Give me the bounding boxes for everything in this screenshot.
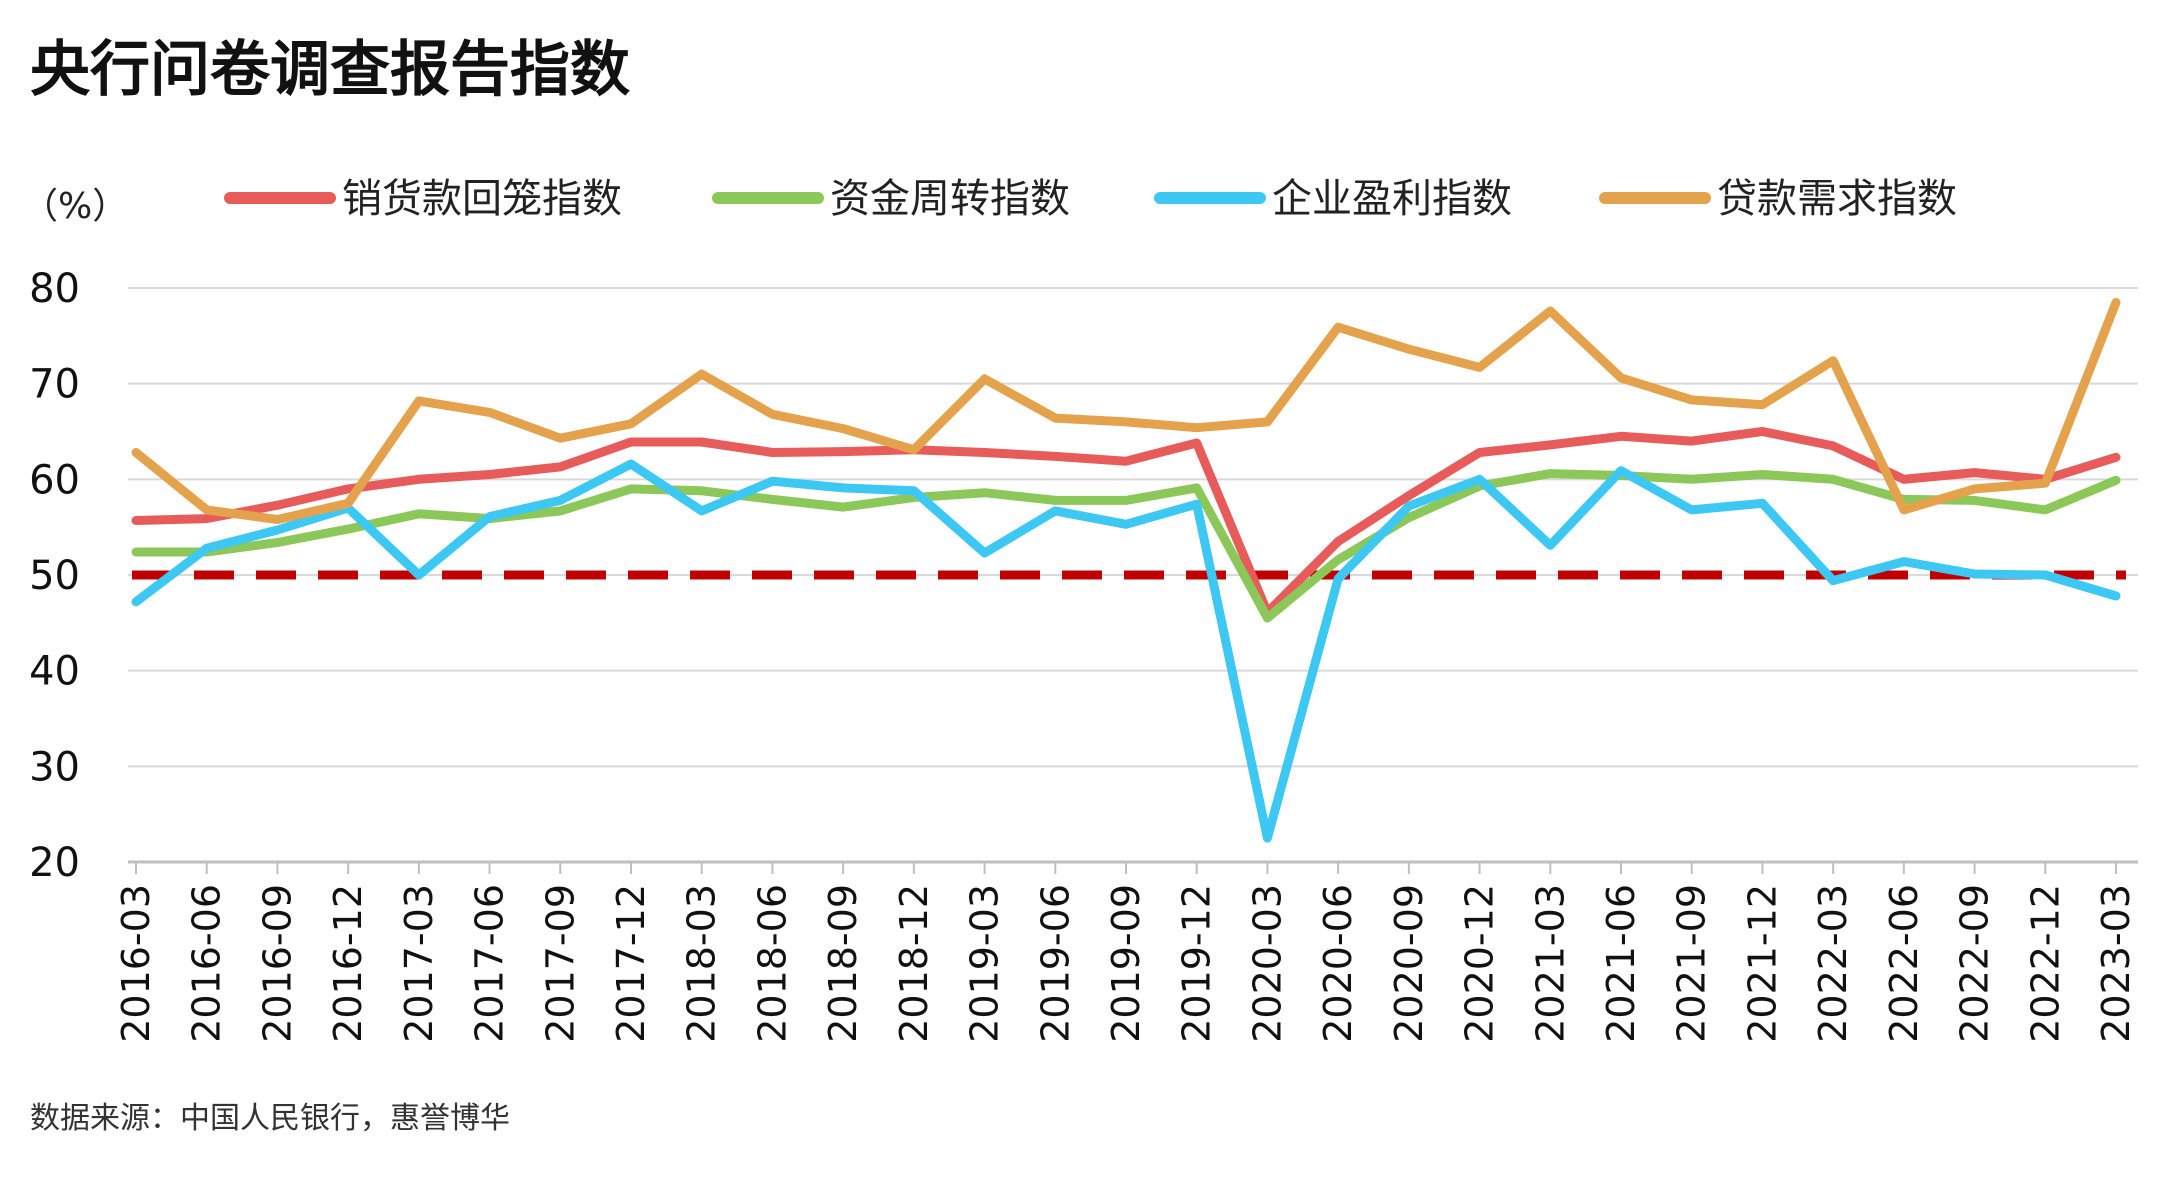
x-tick-label: 2017-06 xyxy=(468,884,512,1043)
x-tick-label: 2018-03 xyxy=(680,884,724,1043)
chart-title: 央行问卷调查报告指数 xyxy=(30,35,630,105)
x-tick-label: 2016-06 xyxy=(185,884,229,1043)
source-note: 数据来源：中国人民银行，惠誉博华 xyxy=(30,1101,510,1136)
x-tick-label: 2020-03 xyxy=(1245,884,1289,1043)
x-tick-label: 2018-09 xyxy=(821,884,865,1043)
y-axis: 20 30 40 50 60 70 80 xyxy=(29,266,80,886)
y-tick-label: 50 xyxy=(29,553,80,599)
legend-label: 企业盈利指数 xyxy=(1272,176,1512,222)
x-tick-label: 2017-12 xyxy=(609,884,653,1043)
x-tick-label: 2022-03 xyxy=(1811,884,1855,1043)
y-tick-label: 80 xyxy=(29,266,80,312)
y-tick-label: 20 xyxy=(29,840,80,886)
x-tick-label: 2017-09 xyxy=(538,884,582,1043)
x-tick-label: 2016-09 xyxy=(255,884,299,1043)
x-tick-label: 2021-09 xyxy=(1670,884,1714,1043)
x-tick-label: 2016-03 xyxy=(114,884,158,1043)
x-tick-label: 2022-12 xyxy=(2023,884,2067,1043)
legend-label: 资金周转指数 xyxy=(830,176,1070,222)
x-tick-label: 2019-09 xyxy=(1104,884,1148,1043)
x-axis: 2016-03 2016-06 2016-09 2016-12 2017-03 2017-… xyxy=(114,860,2138,1043)
x-tick-label: 2021-06 xyxy=(1599,884,1643,1043)
x-tick-label: 2022-09 xyxy=(1953,884,1997,1043)
y-tick-label: 70 xyxy=(29,362,80,408)
y-tick-label: 60 xyxy=(29,457,80,503)
x-tick-label: 2018-12 xyxy=(892,884,936,1043)
x-tick-label: 2021-03 xyxy=(1528,884,1572,1043)
unit-label: （%） xyxy=(22,186,128,227)
y-tick-label: 30 xyxy=(29,744,80,790)
x-tick-label: 2021-12 xyxy=(1740,884,1784,1043)
x-tick-label: 2019-06 xyxy=(1033,884,1077,1043)
series-line-sales_payment xyxy=(131,427,2121,617)
series-line-profit xyxy=(131,459,2121,843)
y-tick-label: 40 xyxy=(29,649,80,695)
x-tick-label: 2020-06 xyxy=(1316,884,1360,1043)
x-tick-label: 2019-03 xyxy=(963,884,1007,1043)
x-tick-label: 2020-12 xyxy=(1458,884,1502,1043)
legend: 销货款回笼指数 资金周转指数 企业盈利指数 贷款需求指数 xyxy=(224,176,1957,222)
series-line-capital_turnover xyxy=(131,469,2121,623)
x-tick-label: 2019-12 xyxy=(1175,884,1219,1043)
x-tick-label: 2023-03 xyxy=(2094,884,2138,1043)
x-tick-label: 2020-09 xyxy=(1387,884,1431,1043)
x-tick-label: 2018-06 xyxy=(750,884,794,1043)
series-line-loan_demand xyxy=(131,297,2121,524)
x-tick-label: 2016-12 xyxy=(326,884,370,1043)
x-tick-label: 2017-03 xyxy=(397,884,441,1043)
x-tick-label: 2022-06 xyxy=(1882,884,1926,1043)
legend-label: 销货款回笼指数 xyxy=(342,176,622,222)
legend-label: 贷款需求指数 xyxy=(1717,176,1957,222)
series-lines xyxy=(131,297,2121,843)
